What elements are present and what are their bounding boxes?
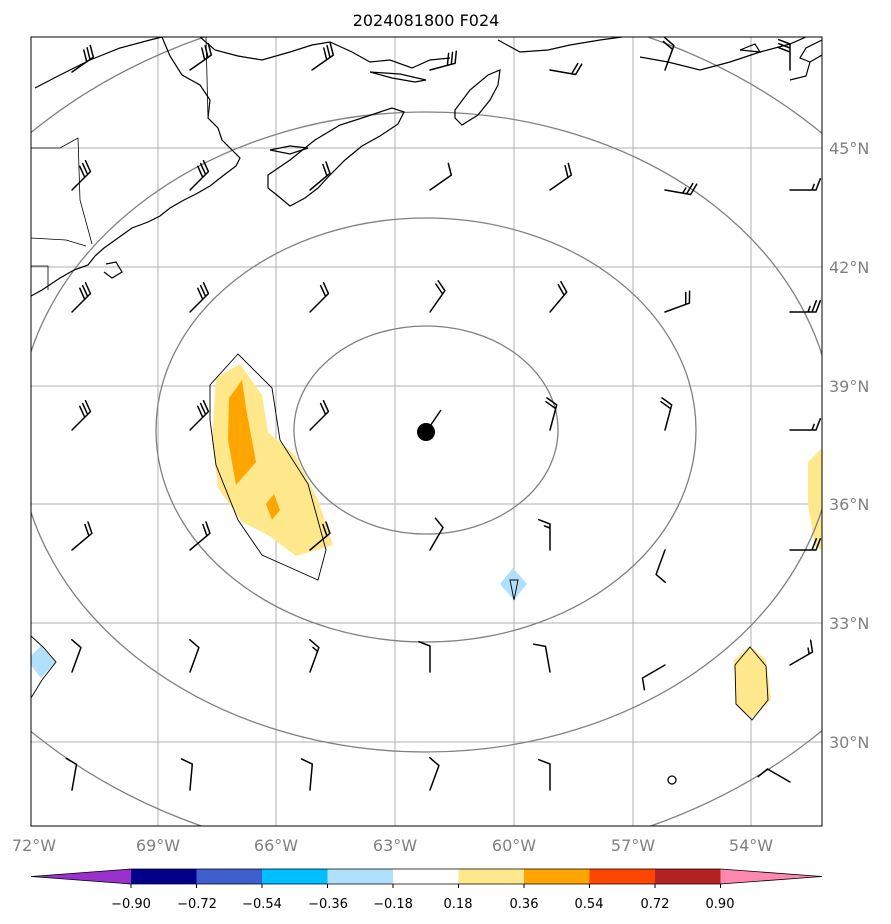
- wind-barb: [545, 397, 558, 431]
- colorbar-segment: [589, 869, 656, 884]
- lon-label: 60°W: [492, 836, 536, 855]
- wind-barb: [309, 281, 330, 313]
- map-content: [31, 37, 822, 826]
- wind-barb: [189, 42, 213, 71]
- wind-barb: [309, 161, 331, 191]
- wind-barb: [429, 280, 446, 313]
- lon-label: 72°W: [12, 836, 56, 855]
- wind-barb: [65, 757, 78, 791]
- colorbar-tick-label: 0.90: [706, 897, 735, 912]
- colorbar-tick-label: −0.36: [308, 897, 348, 912]
- wind-barb: [549, 280, 568, 313]
- colorbar: [30, 868, 823, 888]
- colorbar-segment: [262, 869, 328, 884]
- colorbar-tick-label: 0.18: [444, 897, 473, 912]
- colorbar-segment: [524, 869, 590, 884]
- colorbar-tick-label: 0.72: [641, 897, 670, 912]
- colorbar-tick-label: −0.72: [177, 897, 217, 912]
- wind-barb: [189, 281, 210, 313]
- wind-barb: [189, 638, 200, 673]
- wind-barb: [429, 756, 440, 791]
- wind-barb: [664, 182, 698, 196]
- lat-label: 30°N: [829, 733, 869, 752]
- wind-barb: [538, 758, 551, 791]
- colorbar-tick-label: 0.54: [575, 897, 604, 912]
- wind-barb: [789, 418, 822, 431]
- range-rings: [31, 37, 822, 826]
- map-frame: [30, 36, 823, 827]
- wind-barb: [418, 640, 431, 673]
- wind-barb: [538, 518, 551, 551]
- colorbar-tick-label: −0.54: [242, 897, 282, 912]
- wind-barb: [757, 768, 791, 783]
- lon-label: 66°W: [254, 836, 298, 855]
- lat-label: 39°N: [829, 377, 869, 396]
- wind-barb: [662, 37, 675, 71]
- wind-barb: [429, 162, 453, 191]
- graticule: [31, 37, 822, 826]
- colorbar-segment: [393, 869, 459, 884]
- wind-barb: [429, 50, 458, 71]
- anomaly-contours: [31, 353, 769, 721]
- wind-barb: [71, 521, 93, 551]
- lat-label: 45°N: [829, 139, 869, 158]
- colorbar-segment: [196, 869, 263, 884]
- wind-barb: [778, 38, 791, 71]
- storm-center-barb: [425, 409, 442, 433]
- latitude-labels: 45°N 42°N 39°N 36°N 33°N 30°N: [829, 139, 869, 752]
- wind-barb: [789, 639, 814, 666]
- colorbar-extend-max: [720, 869, 822, 884]
- longitude-labels: 72°W 69°W 66°W 63°W 60°W 57°W 54°W: [12, 836, 773, 855]
- wind-barb: [309, 399, 330, 431]
- wind-barb: [300, 758, 314, 791]
- wind-barb: [71, 159, 92, 191]
- wind-barb: [309, 638, 320, 673]
- colorbar-tick-label: 0.36: [510, 897, 539, 912]
- wind-barb: [660, 397, 673, 431]
- coastlines: [31, 37, 822, 297]
- lat-label: 33°N: [829, 614, 869, 633]
- wind-barb: [641, 664, 666, 691]
- wind-barb: [549, 62, 583, 76]
- negative-anomaly-fill: [31, 568, 527, 678]
- colorbar-segment: [327, 869, 394, 884]
- calm-wind-marker: [667, 775, 677, 785]
- colorbar-segment: [458, 869, 525, 884]
- lon-label: 57°W: [611, 836, 655, 855]
- wind-barb: [429, 517, 444, 551]
- wind-barb: [71, 281, 92, 313]
- colorbar-segment: [655, 869, 721, 884]
- positive-anomaly-fill: [212, 364, 822, 718]
- wind-barb: [664, 290, 691, 313]
- lat-label: 42°N: [829, 258, 869, 277]
- wind-barb: [655, 549, 666, 584]
- lon-label: 54°W: [729, 836, 773, 855]
- wind-barb: [311, 42, 335, 71]
- colorbar-segment: [131, 869, 197, 884]
- wind-barb: [789, 538, 822, 551]
- wind-barb: [71, 44, 95, 73]
- colorbar-tick-label: −0.18: [373, 897, 413, 912]
- wind-barb: [189, 521, 211, 551]
- wind-barb: [789, 300, 822, 313]
- wind-barb: [189, 159, 210, 191]
- colorbar-ticks: −0.90 −0.72 −0.54 −0.36 −0.18 0.18 0.36 …: [111, 897, 734, 912]
- lon-label: 63°W: [373, 836, 417, 855]
- colorbar-extend-min: [31, 869, 131, 884]
- wind-barb: [71, 399, 92, 431]
- wind-barb: [180, 758, 194, 791]
- map-title: 2024081800 F024: [353, 11, 500, 30]
- wind-barb: [71, 638, 82, 673]
- colorbar-tick-label: −0.90: [111, 897, 151, 912]
- wind-barbs: [65, 37, 822, 791]
- wind-barb: [789, 178, 822, 191]
- lon-label: 69°W: [136, 836, 180, 855]
- wind-barb: [549, 162, 573, 191]
- wind-barb: [532, 643, 551, 673]
- wind-barb: [309, 521, 331, 551]
- wind-barb: [189, 399, 210, 431]
- lat-label: 36°N: [829, 495, 869, 514]
